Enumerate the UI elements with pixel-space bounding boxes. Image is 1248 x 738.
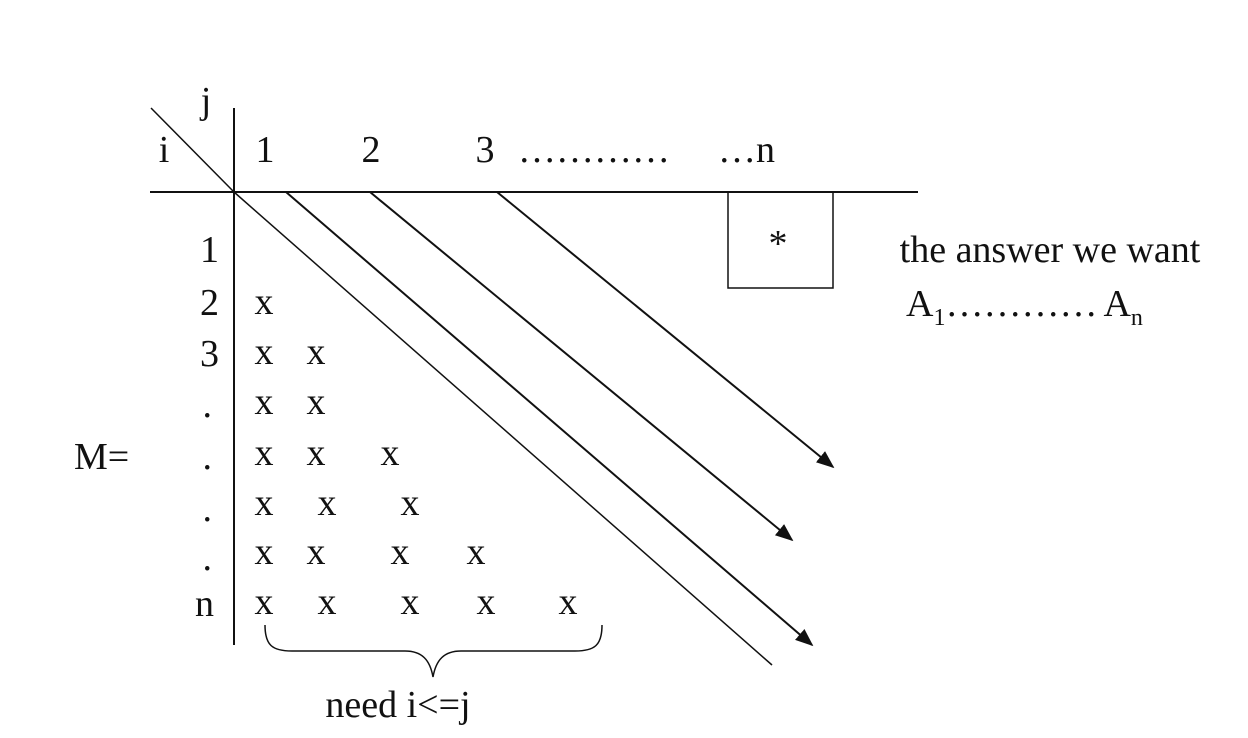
cell-mark: x	[477, 581, 496, 623]
cell-mark: x	[401, 482, 420, 524]
cell-mark: x	[307, 531, 326, 573]
cell-mark: x	[255, 581, 274, 623]
diagonal-arrow-1	[285, 191, 814, 647]
cell-mark: x	[401, 581, 420, 623]
col-label: 2	[362, 129, 381, 171]
answer-cell-marker: *	[769, 223, 788, 265]
answer-product: A1………… An	[906, 283, 1143, 331]
row-var-label: i	[159, 129, 170, 171]
diagonal-arrow-3	[496, 191, 835, 469]
cell-mark: x	[307, 381, 326, 423]
cell-mark: x	[307, 331, 326, 373]
col-label-last: …n	[718, 129, 775, 171]
cell-mark: x	[255, 482, 274, 524]
curly-brace	[264, 624, 603, 678]
row-label: n	[195, 583, 214, 625]
cell-mark: x	[391, 531, 410, 573]
cell-mark: x	[255, 432, 274, 474]
cell-mark: x	[381, 432, 400, 474]
matrix-label: M=	[74, 436, 129, 478]
row-label: 2	[200, 282, 219, 324]
row-label: 3	[200, 333, 219, 375]
diagonal-arrow-2	[369, 191, 794, 542]
cell-mark: x	[307, 432, 326, 474]
brace-label: need i<=j	[325, 684, 470, 726]
cell-mark: x	[467, 531, 486, 573]
cell-mark: x	[255, 331, 274, 373]
answer-cell-box	[727, 192, 834, 289]
cell-mark: x	[255, 381, 274, 423]
row-label: .	[203, 384, 213, 426]
row-label: .	[203, 436, 213, 478]
cell-mark: x	[255, 531, 274, 573]
cell-mark: x	[318, 482, 337, 524]
main-diagonal-line	[233, 191, 773, 666]
answer-caption: the answer we want	[900, 229, 1201, 271]
col-label: 1	[256, 129, 275, 171]
col-var-label: j	[199, 80, 212, 122]
cell-mark: x	[559, 581, 578, 623]
row-label: 1	[200, 229, 219, 271]
corner-diagonal-line	[150, 107, 235, 193]
cell-mark: x	[255, 281, 274, 323]
col-label: 3	[476, 129, 495, 171]
col-label-dots: …………	[518, 129, 670, 171]
row-label: .	[203, 488, 213, 530]
cell-mark: x	[318, 581, 337, 623]
row-label: .	[203, 537, 213, 579]
